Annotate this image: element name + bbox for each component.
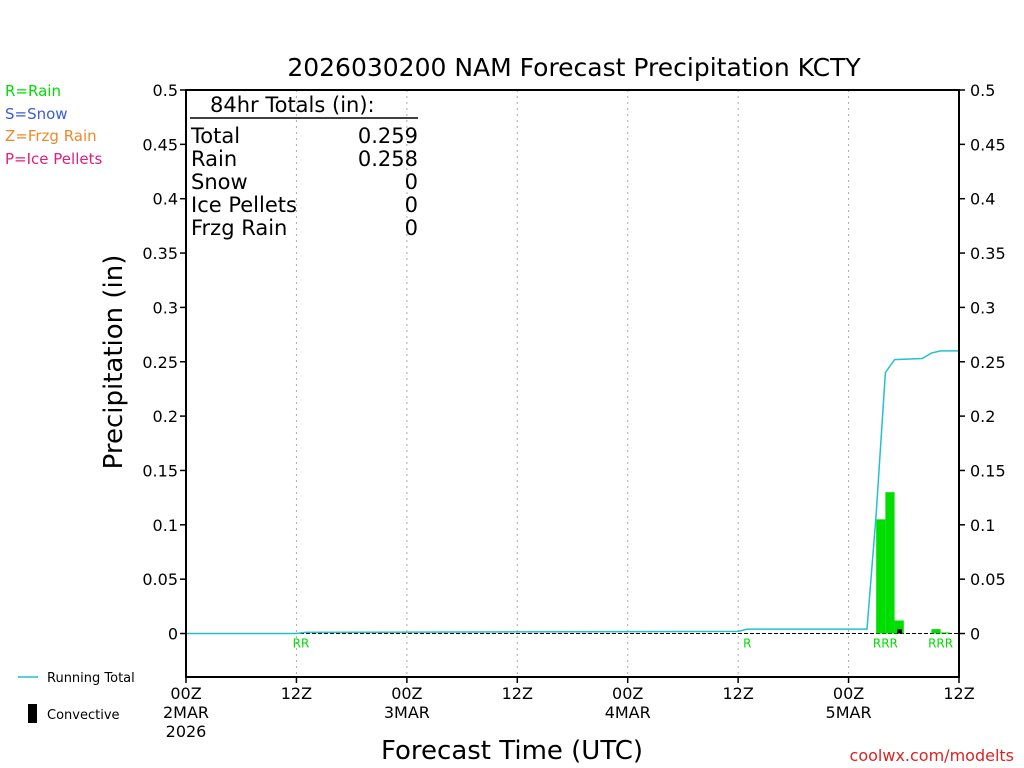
ptype-labels: RR R RRR RRR (293, 637, 953, 651)
y-axis-label: Precipitation (in) (99, 255, 129, 470)
x-tick-label: 5MAR (826, 703, 872, 722)
totals-rows: Total 0.259 Rain 0.258 Snow 0 Ice Pellets 0 Frzg… (190, 124, 418, 240)
x-tick-label: 00Z (833, 684, 864, 703)
running-total-legend-label: Running Total (47, 671, 135, 686)
totals-row-label: Snow (191, 170, 248, 194)
y-tick-right-label: 0.05 (970, 570, 1006, 589)
rain-bar (894, 620, 904, 634)
y-tick-left-label: 0.15 (142, 461, 178, 480)
y-tick-right-label: 0.25 (970, 353, 1006, 372)
y-tick-right-label: 0.45 (970, 135, 1006, 154)
totals-row-value: 0.259 (358, 124, 418, 148)
x-tick-label: 00Z (612, 684, 643, 703)
y-tick-right-label: 0.5 (970, 81, 995, 100)
y-tick-left-label: 0.05 (142, 570, 178, 589)
ptype-label: RRR (928, 637, 953, 651)
x-tick-label: 00Z (170, 684, 201, 703)
x-axis-label: Forecast Time (UTC) (381, 736, 643, 766)
y-tick-right-label: 0.15 (970, 461, 1006, 480)
totals-row-label: Ice Pellets (191, 193, 297, 217)
y-axis-left-ticks: 0 0.05 0.1 0.15 0.2 0.25 0.3 0.35 0.4 0.45 0.5 (142, 81, 186, 644)
series-legend: Running Total Convective (18, 671, 135, 723)
convective-legend-swatch (28, 704, 37, 723)
totals-row-value: 0.258 (358, 147, 418, 171)
y-tick-right-label: 0.35 (970, 244, 1006, 263)
totals-row-label: Frzg Rain (191, 216, 287, 240)
rain-bar (876, 519, 886, 634)
x-tick-label: 3MAR (384, 703, 430, 722)
y-tick-left-label: 0.35 (142, 244, 178, 263)
y-tick-left-label: 0.25 (142, 353, 178, 372)
y-tick-left-label: 0.3 (153, 298, 178, 317)
y-tick-right-label: 0.3 (970, 298, 995, 317)
convective-legend-label: Convective (47, 708, 120, 723)
y-tick-right-label: 0.2 (970, 407, 995, 426)
running-total-series (186, 350, 959, 635)
grid-lines (186, 90, 959, 677)
credit-text: coolwx.com/modelts (850, 746, 1014, 765)
y-tick-left-label: 0 (168, 625, 178, 644)
x-tick-label: 00Z (391, 684, 422, 703)
y-tick-left-label: 0.5 (153, 81, 178, 100)
running-total-line (186, 350, 959, 635)
y-axis-right-ticks: 0 0.05 0.1 0.15 0.2 0.25 0.3 0.35 0.4 0.45 0.5 (959, 81, 1006, 644)
plot-frame (185, 89, 960, 678)
ptype-label: R (743, 637, 751, 651)
ptype-legend-ice-pellets: P=Ice Pellets (5, 150, 102, 168)
y-tick-left-label: 0.1 (153, 516, 178, 535)
totals-row-label: Total (190, 124, 240, 148)
x-tick-label: 2026 (166, 722, 207, 741)
y-tick-right-label: 0.1 (970, 516, 995, 535)
y-tick-right-label: 0.4 (970, 190, 995, 209)
y-tick-left-label: 0.4 (153, 190, 178, 209)
y-tick-right-label: 0 (970, 625, 980, 644)
ptype-legend-snow: S=Snow (5, 105, 68, 123)
x-tick-label: 12Z (281, 684, 312, 703)
totals-row-value: 0 (405, 216, 418, 240)
x-tick-label: 12Z (943, 684, 974, 703)
rain-bar (885, 492, 895, 634)
totals-header: 84hr Totals (in): (210, 93, 375, 117)
x-tick-label: 4MAR (605, 703, 651, 722)
ptype-legend-frzg-rain: Z=Frzg Rain (5, 127, 97, 145)
totals-row-label: Rain (191, 147, 237, 171)
ptype-legend: R=Rain S=Snow Z=Frzg Rain P=Ice Pellets (5, 82, 102, 168)
x-tick-label: 12Z (722, 684, 753, 703)
totals-row-value: 0 (405, 170, 418, 194)
totals-box: 84hr Totals (in): Total 0.259 Rain 0.258 Sno… (190, 93, 418, 240)
y-tick-left-label: 0.45 (142, 135, 178, 154)
convective-bar (897, 629, 902, 634)
rain-bar (931, 629, 941, 634)
precip-bars (876, 492, 950, 634)
ptype-label: RRR (873, 637, 898, 651)
ptype-legend-rain: R=Rain (5, 82, 61, 100)
x-tick-label: 12Z (502, 684, 533, 703)
ptype-label: RR (293, 637, 310, 651)
y-tick-left-label: 0.2 (153, 407, 178, 426)
chart-title: 2026030200 NAM Forecast Precipitation KC… (287, 53, 861, 82)
x-tick-label: 2MAR (163, 703, 209, 722)
totals-row-value: 0 (405, 193, 418, 217)
rain-bar (940, 632, 950, 634)
